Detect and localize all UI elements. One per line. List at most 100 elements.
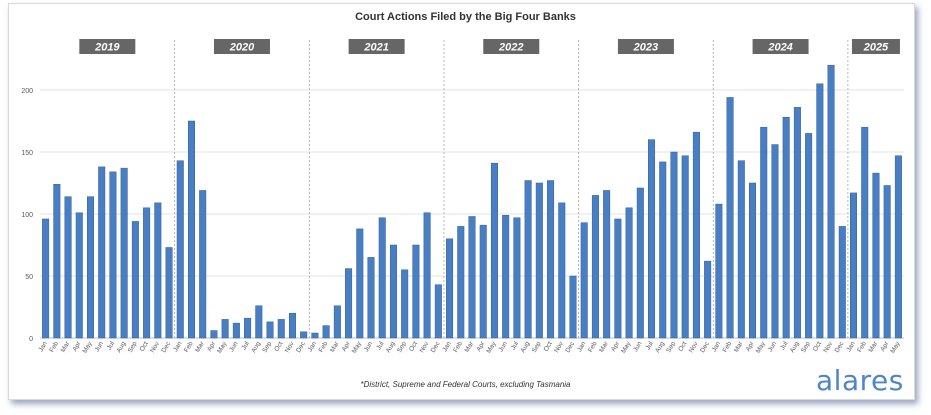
x-tick-label: Jul [375, 340, 385, 351]
bar [221, 319, 229, 339]
year-label: 2025 [863, 42, 889, 54]
bar [580, 222, 588, 339]
bar [75, 212, 83, 339]
year-label-box [348, 39, 405, 54]
x-tick-label: Mar [598, 340, 610, 354]
x-tick-label: Nov [688, 340, 700, 354]
x-tick-label: Mar [194, 340, 206, 354]
x-tick-label: Oct [677, 340, 688, 352]
bar [715, 203, 723, 339]
x-tick-label: Mar [60, 340, 72, 354]
x-tick-label: Dec [699, 340, 711, 354]
bar [850, 192, 858, 339]
x-tick-label: Sep [127, 340, 139, 354]
year-label-box [79, 39, 136, 54]
bar [670, 151, 678, 339]
x-tick-label: Jan [441, 340, 452, 353]
year-label: 2019 [94, 42, 120, 54]
x-tick-label: Jul [510, 340, 520, 351]
x-tick-label: Jan [711, 340, 722, 353]
bar [154, 202, 162, 339]
bar [659, 161, 667, 339]
bar [210, 330, 218, 339]
x-tick-label: Mar [733, 340, 745, 354]
year-label: 2020 [229, 42, 255, 54]
bar [838, 226, 846, 339]
bar [782, 117, 790, 339]
x-tick-label: Mar [464, 340, 476, 354]
x-tick-label: Aug [250, 340, 262, 354]
x-tick-label: May [755, 340, 768, 355]
x-tick-label: Sep [396, 340, 408, 354]
y-tick-label: 100 [21, 212, 33, 219]
x-tick-label: Nov [553, 340, 565, 354]
x-tick-label: Mar [329, 340, 341, 354]
bar [490, 162, 498, 339]
bar [535, 182, 543, 339]
bar [109, 171, 117, 339]
bar [333, 305, 341, 339]
x-tick-label: Feb [856, 340, 868, 354]
x-tick-label: Feb [318, 340, 330, 354]
bar [86, 196, 94, 339]
x-tick-label: Jul [241, 340, 251, 351]
bar [187, 120, 195, 339]
year-label-box [752, 39, 809, 54]
bar [356, 228, 364, 339]
x-tick-label: Oct [812, 340, 823, 352]
bar [760, 126, 768, 339]
x-tick-label: Apr [206, 340, 218, 353]
x-tick-label: Apr [879, 340, 891, 353]
bar [625, 207, 633, 339]
x-tick-label: Jun [363, 340, 374, 353]
bar [401, 269, 409, 339]
bar [513, 217, 521, 339]
bar [692, 131, 700, 339]
x-tick-label: Apr [610, 340, 622, 353]
bar [793, 107, 801, 339]
bar [805, 133, 813, 339]
bar [120, 167, 128, 339]
x-tick-label: Jun [632, 340, 643, 353]
x-tick-label: May [620, 340, 633, 355]
bar [861, 126, 869, 339]
bar [53, 183, 61, 339]
bar [614, 218, 622, 339]
bar [771, 144, 779, 339]
bar [648, 139, 656, 339]
bar [726, 97, 734, 339]
bar [569, 275, 577, 339]
year-label-box [213, 39, 270, 54]
x-tick-label: Oct [139, 340, 150, 352]
x-tick-label: Jun [94, 340, 105, 353]
year-label: 2024 [767, 42, 792, 54]
bar [749, 182, 757, 339]
x-tick-label: Dec [834, 340, 846, 354]
bar [389, 244, 397, 339]
bar [591, 195, 599, 339]
bar [322, 325, 330, 339]
bar [199, 190, 207, 339]
x-tick-label: Feb [722, 340, 734, 354]
x-tick-label: May [82, 340, 95, 355]
bar [479, 224, 487, 339]
bar [547, 180, 555, 339]
bar [288, 312, 296, 339]
brand-logo: alares [816, 364, 904, 397]
x-tick-label: Nov [149, 340, 161, 354]
bar [98, 166, 106, 339]
x-tick-label: Nov [284, 340, 296, 354]
bar [827, 64, 835, 339]
x-tick-label: Jul [645, 340, 655, 351]
bar [232, 322, 240, 339]
x-tick-label: Aug [116, 340, 128, 354]
year-label: 2021 [363, 42, 388, 54]
year-label-box [617, 39, 674, 54]
bar [300, 331, 308, 339]
y-tick-label: 50 [25, 274, 33, 281]
bar [524, 180, 532, 339]
year-label-box [851, 39, 900, 54]
bar [378, 217, 386, 339]
x-tick-label: Apr [475, 340, 487, 353]
